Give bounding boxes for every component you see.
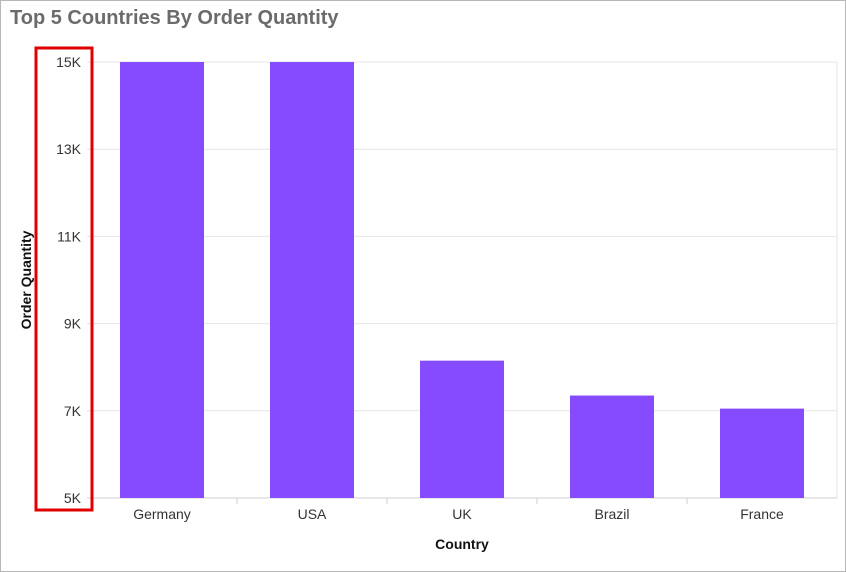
y-axis-title: Order Quantity — [18, 230, 34, 329]
x-tick-label: UK — [452, 506, 472, 522]
x-axis-ticks: Germany USA UK Brazil France — [133, 506, 784, 522]
y-tick-label: 13K — [56, 141, 82, 157]
y-tick-label: 15K — [56, 54, 82, 70]
x-axis-title: Country — [435, 536, 489, 552]
bar-uk[interactable] — [420, 360, 504, 498]
bar-brazil[interactable] — [570, 395, 654, 498]
y-tick-label: 7K — [64, 403, 82, 419]
y-tick-label: 11K — [57, 228, 82, 244]
bars — [120, 62, 804, 498]
x-tick-label: USA — [298, 506, 327, 522]
x-tick-label: France — [740, 506, 784, 522]
bar-usa[interactable] — [270, 62, 354, 498]
bar-germany[interactable] — [120, 62, 204, 498]
bar-france[interactable] — [720, 408, 804, 498]
x-tick-label: Brazil — [594, 506, 629, 522]
y-tick-label: 5K — [64, 490, 82, 506]
y-tick-label: 9K — [64, 316, 82, 332]
chart-title: Top 5 Countries By Order Quantity — [10, 7, 339, 29]
y-axis-ticks: 5K 7K 9K 11K 13K 15K — [56, 54, 82, 506]
y-axis-highlight-box — [34, 46, 94, 512]
x-tick-label: Germany — [133, 506, 191, 522]
